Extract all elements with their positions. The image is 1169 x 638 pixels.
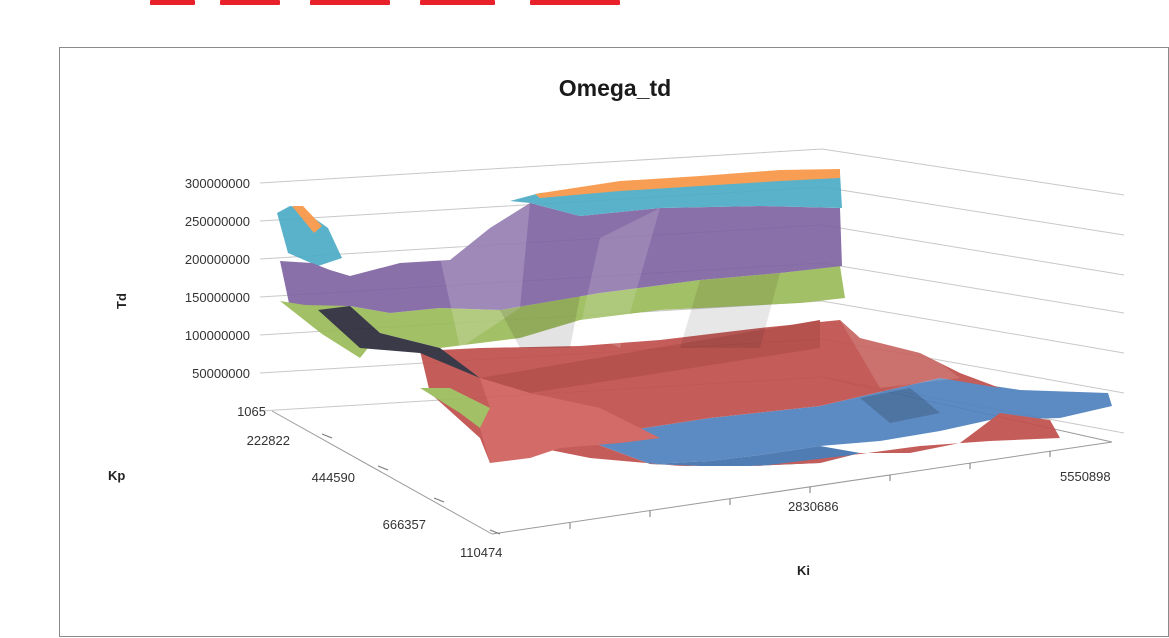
surface-facet-shade (440, 203, 530, 348)
surface-left-peak-cyan (277, 206, 342, 266)
ki-tick-label: 5550898 (1060, 469, 1111, 484)
kp-tick-label: 666357 (383, 517, 426, 532)
ki-tick-marks (569, 451, 1051, 529)
surface-left-dark (318, 306, 480, 378)
surface-facet-shade (860, 388, 940, 423)
surface-band-blue (580, 378, 1112, 464)
z-tick-label: 100000000 (185, 328, 250, 343)
surface-facet-shade (680, 273, 780, 348)
surface-facet-shade (580, 208, 660, 348)
surface-band-green (350, 266, 845, 348)
surface-mesh (277, 169, 1112, 466)
cropped-red-text-fragment (150, 0, 620, 10)
surface-chart: Omega_td 300000000 250000000 200000000 1… (108, 75, 1125, 578)
kp-tick-label: 222822 (247, 433, 290, 448)
kp-tick-marks (321, 433, 501, 535)
surface-front-green (420, 388, 490, 428)
kp-axis-label: Kp (108, 468, 125, 483)
surface-left-peak-orange (292, 206, 322, 233)
surface-left-peak-purple (280, 261, 350, 310)
z-tick-label: 50000000 (192, 366, 250, 381)
ki-tick-label: 2830686 (788, 499, 839, 514)
z-tick-label: 250000000 (185, 214, 250, 229)
z-tick-label: 300000000 (185, 176, 250, 191)
z-tick-label: 150000000 (185, 290, 250, 305)
z-axis-label: Td (114, 293, 129, 309)
z-tick-label: 200000000 (185, 252, 250, 267)
surface-facet-shade (840, 320, 960, 388)
surface-facet-shade (500, 296, 580, 348)
z-tick-label: 1065 (237, 404, 266, 419)
surface-band-cyan (510, 173, 842, 216)
ki-tick-label: 110474 (460, 545, 502, 560)
surface-band-purple (350, 203, 842, 313)
kp-axis-tick-labels: 222822 444590 666357 (247, 433, 426, 532)
chart-title: Omega_td (559, 75, 671, 101)
kp-tick-label: 444590 (312, 470, 355, 485)
surface-band-red-back (480, 320, 820, 393)
z-axis-tick-labels: 300000000 250000000 200000000 150000000 … (185, 176, 266, 419)
surface-band-orange (535, 169, 840, 198)
surface-front-red (480, 378, 660, 463)
ki-axis-label: Ki (797, 563, 810, 578)
chart-area: Omega_td 300000000 250000000 200000000 1… (59, 47, 1169, 637)
